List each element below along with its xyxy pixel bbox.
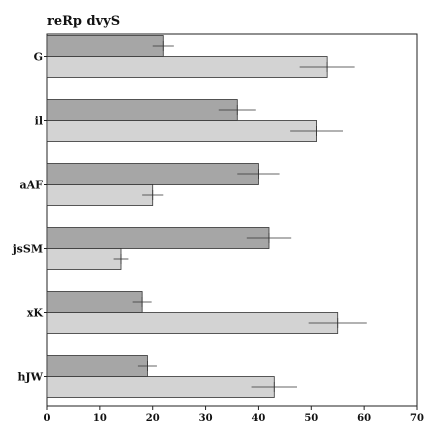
x-tick-label: 30 xyxy=(199,413,213,424)
bar xyxy=(46,291,143,313)
x-tick-label: 0 xyxy=(44,413,51,424)
bar xyxy=(46,163,259,185)
category-labels: Gil aAF jsSM xK hJW xyxy=(12,51,47,384)
x-tick-label: 60 xyxy=(357,413,371,424)
bar xyxy=(46,99,238,121)
x-tick-label: 70 xyxy=(410,413,424,424)
x-tick-label: 50 xyxy=(304,413,318,424)
bar xyxy=(46,312,339,334)
bar xyxy=(46,355,148,377)
category-label: jsSM xyxy=(12,243,43,256)
category-label: G xyxy=(34,51,43,64)
bars-layer xyxy=(46,35,339,398)
x-tick-label: 20 xyxy=(146,413,160,424)
bar xyxy=(46,248,122,270)
x-tick-label: 10 xyxy=(93,413,107,424)
bar xyxy=(46,227,270,249)
bar xyxy=(46,376,275,398)
bar xyxy=(46,184,154,206)
category-label: xK xyxy=(27,307,44,320)
plot-frame xyxy=(46,33,418,407)
x-tick-label: 40 xyxy=(251,413,265,424)
category-label: hJW xyxy=(17,371,43,384)
bar xyxy=(46,120,317,142)
bar xyxy=(46,56,328,78)
error-bars-layer xyxy=(113,41,367,392)
x-axis-ticks: 0 10 20 30 40 50 60 70 xyxy=(44,406,424,424)
category-label: aAF xyxy=(20,179,44,192)
chart-title: reRp dvyS xyxy=(47,14,120,29)
bar xyxy=(46,35,164,57)
category-label: il xyxy=(35,115,43,128)
